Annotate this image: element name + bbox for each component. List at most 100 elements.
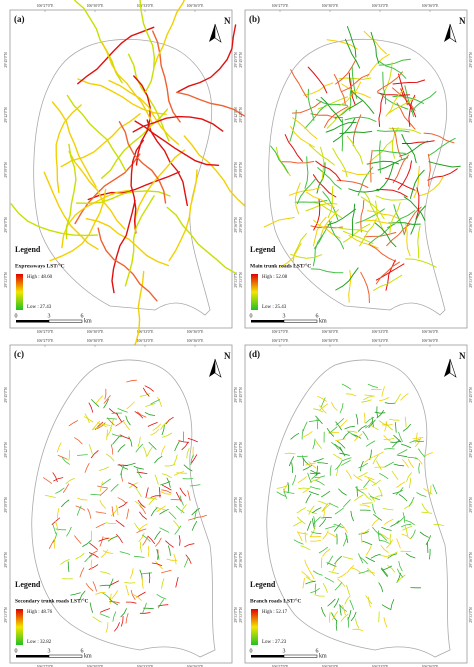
scale-label: 6 bbox=[81, 648, 84, 654]
road bbox=[161, 578, 165, 589]
road bbox=[366, 210, 399, 219]
road bbox=[134, 120, 220, 166]
road bbox=[379, 533, 388, 541]
road bbox=[372, 503, 376, 515]
road bbox=[341, 523, 348, 533]
road bbox=[180, 504, 187, 514]
road bbox=[146, 119, 188, 207]
road bbox=[65, 143, 77, 240]
road bbox=[153, 0, 185, 69]
legend-title: Legend bbox=[15, 580, 41, 589]
road bbox=[410, 91, 437, 113]
road bbox=[339, 419, 348, 428]
road bbox=[99, 613, 110, 618]
map-frame bbox=[244, 344, 468, 664]
road bbox=[368, 596, 371, 608]
road bbox=[394, 393, 401, 403]
map-frame bbox=[9, 344, 233, 664]
latitude-label: 29°42'0"N bbox=[239, 442, 243, 458]
road bbox=[67, 561, 70, 573]
road bbox=[135, 487, 142, 497]
road bbox=[179, 495, 184, 506]
road bbox=[396, 481, 406, 488]
road bbox=[397, 160, 412, 190]
longitude-label-bottom: 106°33'0"E bbox=[137, 665, 154, 667]
road bbox=[189, 484, 201, 487]
road bbox=[371, 479, 381, 487]
latitude-label-right: 29°42'0"N bbox=[234, 442, 238, 458]
road bbox=[367, 477, 377, 485]
road bbox=[341, 457, 352, 462]
road bbox=[296, 177, 317, 205]
road bbox=[378, 530, 380, 542]
legend-ramp bbox=[16, 609, 23, 645]
road bbox=[74, 437, 83, 445]
road bbox=[126, 401, 135, 410]
legend-high: High : 52.17 bbox=[262, 610, 288, 615]
road bbox=[375, 195, 408, 201]
road bbox=[173, 553, 177, 565]
longitude-label-top: 106°36'0"E bbox=[422, 4, 439, 8]
panel-label: (d) bbox=[249, 349, 260, 359]
road bbox=[383, 435, 392, 443]
scale-label: 0 bbox=[250, 648, 253, 654]
road bbox=[87, 508, 92, 519]
road bbox=[401, 443, 412, 449]
longitude-label-bottom: 106°30'0"E bbox=[87, 665, 104, 667]
road bbox=[313, 516, 316, 527]
road bbox=[289, 109, 297, 142]
road bbox=[397, 574, 406, 582]
road bbox=[125, 613, 129, 624]
road bbox=[368, 244, 397, 262]
road bbox=[313, 570, 323, 576]
road bbox=[105, 622, 109, 633]
scale-label: 6 bbox=[316, 313, 319, 319]
road bbox=[173, 454, 178, 465]
scale-unit: km bbox=[319, 318, 327, 324]
road bbox=[110, 483, 119, 492]
road bbox=[297, 516, 306, 525]
road bbox=[334, 443, 343, 452]
road bbox=[344, 116, 377, 122]
road bbox=[314, 475, 326, 478]
road bbox=[392, 87, 416, 111]
latitude-label-right: 29°39'0"N bbox=[234, 162, 238, 178]
road bbox=[95, 522, 106, 529]
road bbox=[408, 497, 415, 507]
road bbox=[77, 26, 155, 85]
road bbox=[315, 415, 323, 424]
road bbox=[421, 511, 433, 514]
road bbox=[120, 608, 127, 618]
road bbox=[322, 548, 331, 557]
road bbox=[388, 418, 400, 421]
road bbox=[114, 622, 120, 632]
road bbox=[409, 169, 425, 199]
road bbox=[132, 594, 142, 601]
road bbox=[291, 462, 293, 473]
road bbox=[301, 428, 304, 440]
road bbox=[363, 30, 388, 55]
road bbox=[308, 569, 315, 579]
road bbox=[384, 461, 394, 468]
road bbox=[371, 416, 374, 428]
road bbox=[139, 612, 151, 614]
road bbox=[423, 132, 455, 144]
road bbox=[191, 521, 198, 531]
scale-bar-black bbox=[251, 320, 284, 323]
road bbox=[154, 530, 161, 540]
legend-ramp bbox=[16, 274, 23, 310]
road bbox=[176, 505, 185, 514]
road bbox=[391, 127, 399, 159]
road bbox=[74, 153, 141, 225]
road bbox=[331, 401, 338, 411]
road bbox=[147, 535, 155, 544]
road bbox=[184, 557, 189, 568]
road bbox=[344, 425, 355, 430]
road bbox=[305, 576, 315, 583]
legend-road-type: Secondary trunk roads LST/°C bbox=[15, 597, 88, 604]
road bbox=[77, 454, 88, 456]
scale-label: 3 bbox=[283, 313, 286, 319]
road bbox=[378, 486, 383, 497]
road bbox=[109, 601, 120, 604]
road bbox=[378, 94, 384, 127]
